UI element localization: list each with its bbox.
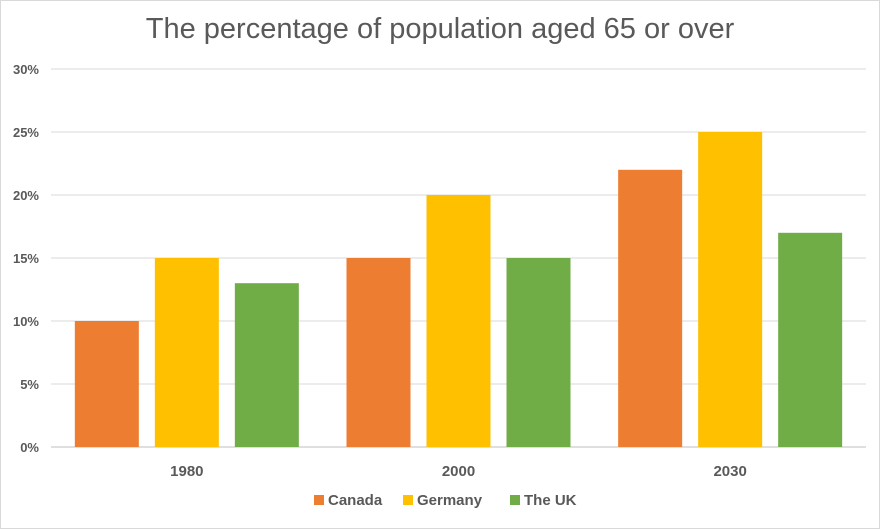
x-tick-label: 2000 xyxy=(442,463,475,480)
legend: Canada Germany The UK xyxy=(314,492,577,509)
legend-swatch xyxy=(403,495,413,505)
legend-swatch xyxy=(510,495,520,505)
y-tick-label: 20% xyxy=(13,188,39,203)
legend-label: Canada xyxy=(328,492,383,509)
y-axis-ticks: 0% 5% 10% 15% 20% 25% 30% xyxy=(13,62,39,455)
bar-canada-2030 xyxy=(618,169,683,448)
y-tick-label: 5% xyxy=(20,377,39,392)
bars xyxy=(74,132,843,448)
y-tick-label: 30% xyxy=(13,62,39,77)
y-tick-label: 0% xyxy=(20,440,39,455)
legend-label: The UK xyxy=(524,492,577,509)
legend-swatch xyxy=(314,495,324,505)
bar-the-uk-1980 xyxy=(234,283,299,447)
x-axis-ticks: 1980 2000 2030 xyxy=(170,463,747,480)
bar-canada-2000 xyxy=(346,258,411,447)
bar-the-uk-2000 xyxy=(506,258,571,447)
y-tick-label: 10% xyxy=(13,314,39,329)
y-tick-label: 15% xyxy=(13,251,39,266)
x-tick-label: 1980 xyxy=(170,463,203,480)
legend-label: Germany xyxy=(417,492,483,509)
y-tick-label: 25% xyxy=(13,125,39,140)
bar-canada-1980 xyxy=(74,321,139,447)
bar-germany-2000 xyxy=(426,195,491,447)
bar-the-uk-2030 xyxy=(778,232,843,447)
x-tick-label: 2030 xyxy=(713,463,746,480)
bar-germany-2030 xyxy=(698,132,763,447)
chart-title: The percentage of population aged 65 or … xyxy=(145,13,735,45)
bar-germany-1980 xyxy=(154,258,219,447)
